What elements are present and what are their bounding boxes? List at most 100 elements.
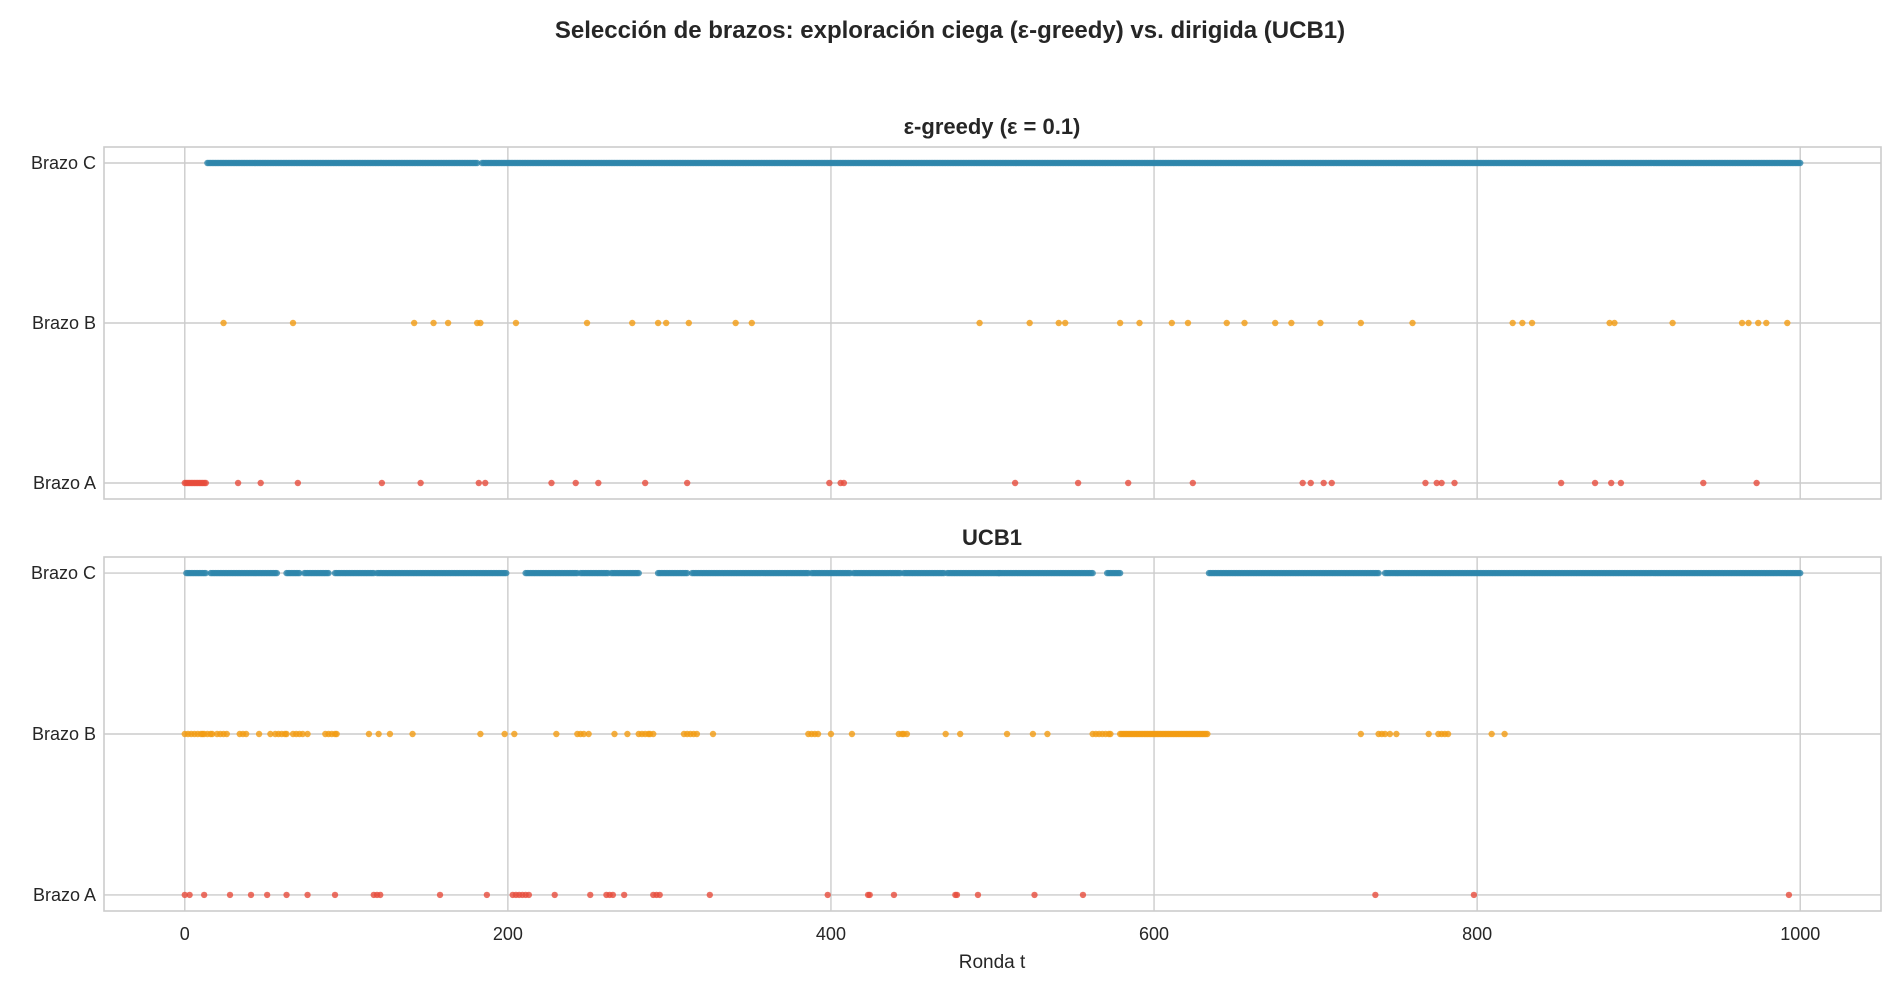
point-brazo-b (732, 319, 739, 327)
point-brazo-b (220, 319, 227, 327)
point-brazo-a (378, 479, 386, 487)
point-brazo-a (263, 891, 271, 899)
point-brazo-a (283, 891, 290, 899)
point-brazo-b (654, 319, 662, 327)
point-brazo-b (942, 730, 949, 738)
point-brazo-b (1136, 319, 1143, 327)
point-brazo-a (1438, 479, 1445, 487)
point-brazo-b (1116, 319, 1124, 327)
point-brazo-b (209, 730, 216, 738)
point-brazo-b (1272, 319, 1279, 327)
point-brazo-b (1029, 730, 1037, 738)
point-brazo-b (1317, 319, 1324, 327)
point-brazo-b (1204, 730, 1211, 738)
point-brazo-c (325, 569, 332, 577)
point-brazo-a (1074, 479, 1082, 487)
point-brazo-b (1606, 319, 1613, 327)
point-brazo-c (202, 569, 209, 577)
point-brazo-b (1425, 730, 1432, 738)
point-brazo-a (572, 479, 579, 487)
point-brazo-a (1299, 479, 1306, 487)
point-brazo-c (503, 569, 510, 577)
point-brazo-b (511, 730, 518, 738)
point-brazo-b (333, 730, 340, 738)
figure-title: Selección de brazos: exploración ciega (… (555, 17, 1345, 44)
point-brazo-a (1079, 891, 1087, 899)
point-brazo-a (226, 891, 234, 899)
x-axis-label: Ronda t (959, 952, 1026, 973)
point-brazo-b (1381, 730, 1389, 738)
point-brazo-b (1357, 730, 1365, 738)
point-brazo-b (709, 730, 717, 738)
point-brazo-a (1557, 479, 1565, 487)
point-brazo-b (693, 730, 701, 738)
point-brazo-b (827, 730, 835, 738)
point-brazo-b (1669, 319, 1676, 327)
point-brazo-b (1763, 319, 1770, 327)
point-brazo-b (1519, 319, 1526, 327)
point-brazo-a (641, 479, 649, 487)
point-brazo-b (748, 319, 755, 327)
point-brazo-b (1409, 319, 1416, 327)
point-brazo-a (551, 891, 558, 899)
point-brazo-a (1189, 479, 1197, 487)
point-brazo-b (1755, 319, 1762, 327)
point-brazo-b (304, 730, 311, 738)
point-brazo-a (417, 479, 424, 487)
x-tick-label: 200 (493, 924, 523, 944)
y-tick-label: Brazo B (32, 724, 96, 744)
point-brazo-b (512, 319, 520, 327)
point-brazo-a (186, 891, 193, 899)
point-brazo-a (824, 891, 831, 899)
point-brazo-a (202, 479, 209, 487)
point-brazo-b (814, 730, 822, 738)
point-brazo-a (1470, 891, 1478, 899)
point-brazo-b (1223, 319, 1230, 327)
point-brazo-b (1784, 319, 1791, 327)
point-brazo-c (635, 569, 642, 577)
x-tick-label: 400 (816, 924, 846, 944)
point-brazo-a (706, 891, 713, 899)
panel-title: UCB1 (962, 525, 1022, 550)
point-brazo-b (650, 730, 657, 738)
point-brazo-b (501, 730, 508, 738)
point-brazo-b (242, 730, 250, 738)
point-brazo-b (1107, 730, 1114, 738)
point-brazo-a (620, 891, 628, 899)
point-brazo-c (1375, 569, 1382, 577)
point-brazo-a (1785, 891, 1793, 899)
point-brazo-a (1328, 479, 1335, 487)
y-tick-label: Brazo C (31, 563, 96, 583)
point-brazo-c (683, 569, 691, 577)
point-brazo-a (331, 891, 339, 899)
point-brazo-b (1044, 730, 1051, 738)
point-brazo-a (840, 479, 848, 487)
point-brazo-a (200, 891, 208, 899)
point-brazo-b (1241, 319, 1248, 327)
y-tick-label: Brazo B (32, 313, 96, 333)
panel-title: ε-greedy (ε = 0.1) (904, 114, 1081, 139)
point-brazo-a (1608, 479, 1615, 487)
point-brazo-b (1501, 730, 1508, 738)
point-brazo-a (1433, 479, 1440, 487)
point-brazo-c (1116, 569, 1124, 577)
point-brazo-a (1031, 891, 1038, 899)
point-brazo-b (1745, 319, 1752, 327)
point-brazo-a (304, 891, 311, 899)
x-tick-label: 800 (1462, 924, 1492, 944)
point-brazo-a (1451, 479, 1458, 487)
point-brazo-a (974, 891, 982, 899)
point-brazo-a (1422, 479, 1429, 487)
point-brazo-b (223, 730, 230, 738)
point-brazo-a (377, 891, 384, 899)
point-brazo-b (1288, 319, 1295, 327)
point-brazo-b (1611, 319, 1618, 327)
point-brazo-b (580, 730, 587, 738)
point-brazo-b (1357, 319, 1365, 327)
point-brazo-a (683, 479, 691, 487)
point-brazo-a (234, 479, 242, 487)
point-brazo-b (1003, 730, 1011, 738)
point-brazo-b (956, 730, 964, 738)
panel-epsilon-greedy: ε-greedy (ε = 0.1) Brazo A Brazo B Brazo… (31, 114, 1882, 500)
